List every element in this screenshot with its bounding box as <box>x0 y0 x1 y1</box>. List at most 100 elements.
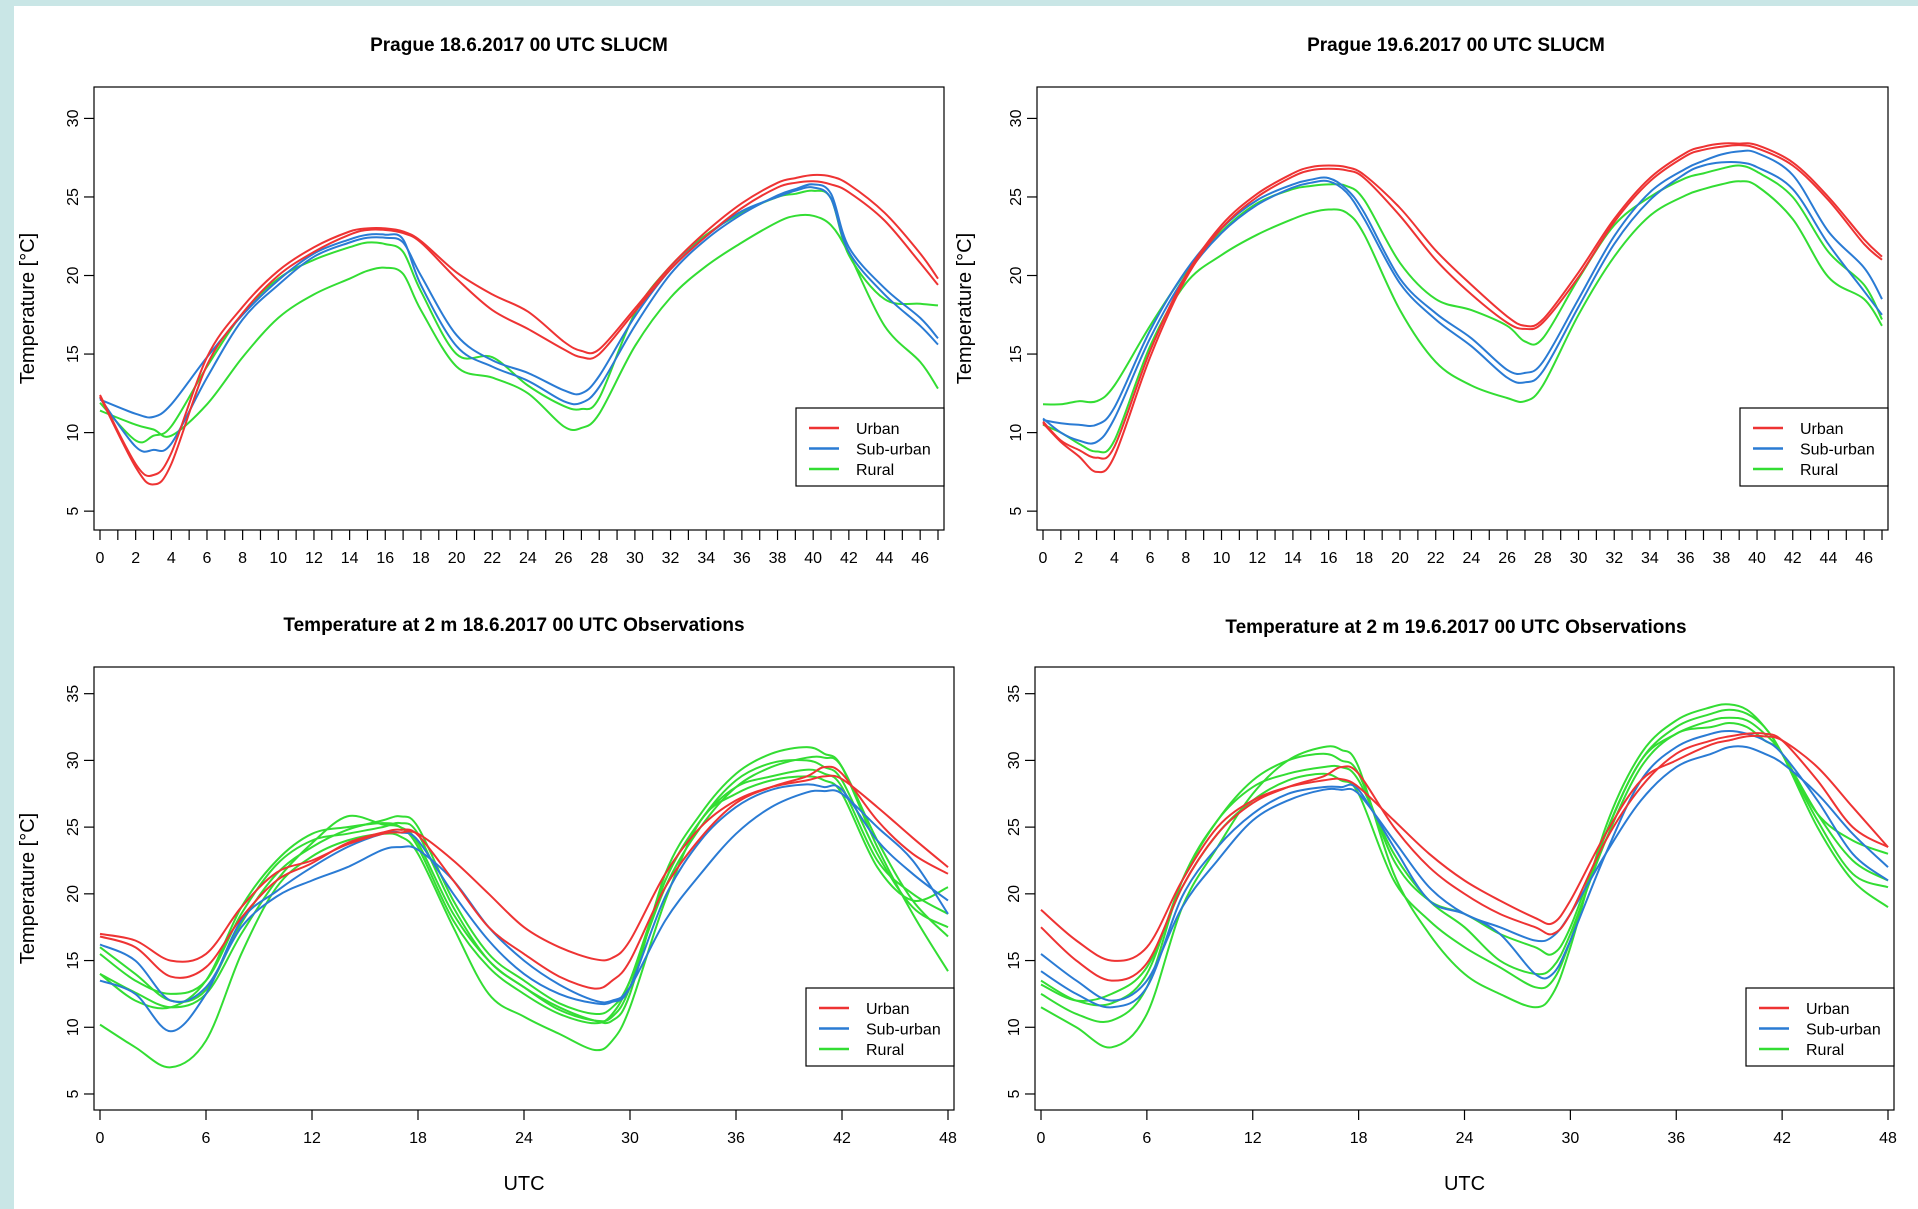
series-line-urban <box>1040 734 1889 962</box>
x-tick-label: 40 <box>1748 550 1766 567</box>
series-line-urban <box>99 180 939 486</box>
x-tick-label: 42 <box>1773 1130 1791 1147</box>
x-tick-label: 10 <box>269 550 287 567</box>
x-tick-label: 14 <box>341 550 359 567</box>
legend-label: Urban <box>856 421 900 438</box>
chart-panel-3: Temperature at 2 m 18.6.2017 00 UTC Obse… <box>17 615 957 1195</box>
x-tick-label: 0 <box>96 1130 105 1147</box>
x-tick-label: 30 <box>1561 1130 1579 1147</box>
x-tick-label: 40 <box>804 550 822 567</box>
x-tick-label: 16 <box>1320 550 1338 567</box>
series-line-rural <box>99 768 949 1025</box>
y-tick-label: 30 <box>65 109 82 127</box>
x-tick-label: 36 <box>727 1130 745 1147</box>
y-tick-label: 20 <box>1008 267 1025 285</box>
x-tick-label: 36 <box>733 550 751 567</box>
x-tick-label: 44 <box>1820 550 1838 567</box>
plot-frame <box>1036 86 1889 531</box>
x-tick-label: 32 <box>1605 550 1623 567</box>
x-tick-label: 0 <box>1037 1130 1046 1147</box>
x-tick-label: 4 <box>1110 550 1119 567</box>
legend-label: Urban <box>1806 1001 1850 1018</box>
chart-title: Temperature at 2 m 19.6.2017 00 UTC Obse… <box>1225 617 1686 638</box>
chart-canvas: Prague 18.6.2017 00 UTC SLUCM51015202530… <box>17 35 1897 1195</box>
series-line-sub-urban <box>1040 730 1889 1009</box>
x-tick-label: 26 <box>555 550 573 567</box>
legend: Urban Sub-urban Rural <box>795 407 945 487</box>
x-tick-label: 20 <box>448 550 466 567</box>
x-tick-label: 18 <box>409 1130 427 1147</box>
legend-box <box>1745 987 1895 1067</box>
series-line-sub-urban <box>1042 149 1883 428</box>
series-line-rural <box>1040 708 1889 1002</box>
legend: Urban Sub-urban Rural <box>805 987 955 1067</box>
y-tick-label: 5 <box>1008 507 1025 516</box>
x-tick-label: 24 <box>515 1130 533 1147</box>
series-line-urban <box>99 173 939 477</box>
x-tick-label: 28 <box>590 550 608 567</box>
series-line-sub-urban <box>99 183 939 419</box>
x-tick-label: 48 <box>939 1130 957 1147</box>
legend-label: Sub-urban <box>866 1022 941 1039</box>
chart-title: Prague 18.6.2017 00 UTC SLUCM <box>370 35 668 56</box>
y-tick-label: 10 <box>65 1018 82 1036</box>
x-tick-label: 46 <box>1855 550 1873 567</box>
legend-label: Rural <box>1806 1042 1844 1059</box>
y-tick-label: 25 <box>1008 188 1025 206</box>
y-tick-label: 5 <box>65 507 82 516</box>
series-line-rural <box>99 759 949 1023</box>
legend-label: Rural <box>866 1042 904 1059</box>
y-tick-label: 30 <box>65 751 82 769</box>
x-tick-label: 22 <box>1427 550 1445 567</box>
x-tick-label: 2 <box>131 550 140 567</box>
series-line-urban <box>1042 142 1883 460</box>
y-tick-label: 20 <box>1006 885 1023 903</box>
x-tick-label: 22 <box>483 550 501 567</box>
x-tick-label: 8 <box>1181 550 1190 567</box>
legend-label: Urban <box>866 1001 910 1018</box>
x-tick-label: 24 <box>1463 550 1481 567</box>
chart-title: Temperature at 2 m 18.6.2017 00 UTC Obse… <box>283 615 744 636</box>
legend-label: Rural <box>1800 462 1838 479</box>
x-tick-label: 18 <box>1355 550 1373 567</box>
chart-panel-4: Temperature at 2 m 19.6.2017 00 UTC Obse… <box>1006 617 1897 1195</box>
series-line-rural <box>1042 164 1883 406</box>
y-tick-label: 35 <box>1006 685 1023 703</box>
y-tick-label: 30 <box>1008 109 1025 127</box>
x-tick-label: 12 <box>1244 1130 1262 1147</box>
x-tick-label: 32 <box>662 550 680 567</box>
series-line-urban <box>99 774 949 963</box>
legend-label: Urban <box>1800 421 1844 438</box>
y-tick-label: 15 <box>65 345 82 363</box>
plot-frame <box>93 86 945 531</box>
series-line-rural <box>99 189 939 444</box>
y-tick-label: 5 <box>65 1089 82 1098</box>
y-tick-label: 10 <box>1008 424 1025 442</box>
x-tick-label: 42 <box>1784 550 1802 567</box>
y-tick-label: 15 <box>65 952 82 970</box>
x-tick-label: 18 <box>412 550 430 567</box>
x-tick-label: 42 <box>840 550 858 567</box>
x-tick-label: 2 <box>1074 550 1083 567</box>
series-line-sub-urban <box>1040 745 1889 1002</box>
x-tick-label: 0 <box>1039 550 1048 567</box>
series-line-rural <box>1040 722 1889 1024</box>
x-tick-label: 14 <box>1284 550 1302 567</box>
x-tick-label: 8 <box>238 550 247 567</box>
y-tick-label: 15 <box>1008 345 1025 363</box>
x-tick-label: 34 <box>1641 550 1659 567</box>
x-tick-label: 42 <box>833 1130 851 1147</box>
legend: Urban Sub-urban Rural <box>1739 407 1889 487</box>
series-line-rural <box>1042 180 1883 454</box>
x-tick-label: 0 <box>96 550 105 567</box>
y-axis-label: Temperature [°C] <box>17 233 39 384</box>
x-tick-label: 28 <box>1534 550 1552 567</box>
x-tick-label: 30 <box>621 1130 639 1147</box>
figure: Prague 18.6.2017 00 UTC SLUCM 5 10 15 20 25 30… <box>14 6 1918 1209</box>
x-tick-label: 24 <box>519 550 537 567</box>
series-line-urban <box>1040 732 1889 982</box>
series-line-rural <box>99 746 949 1025</box>
x-tick-label: 36 <box>1667 1130 1685 1147</box>
x-tick-label: 12 <box>305 550 323 567</box>
y-tick-label: 35 <box>65 685 82 703</box>
